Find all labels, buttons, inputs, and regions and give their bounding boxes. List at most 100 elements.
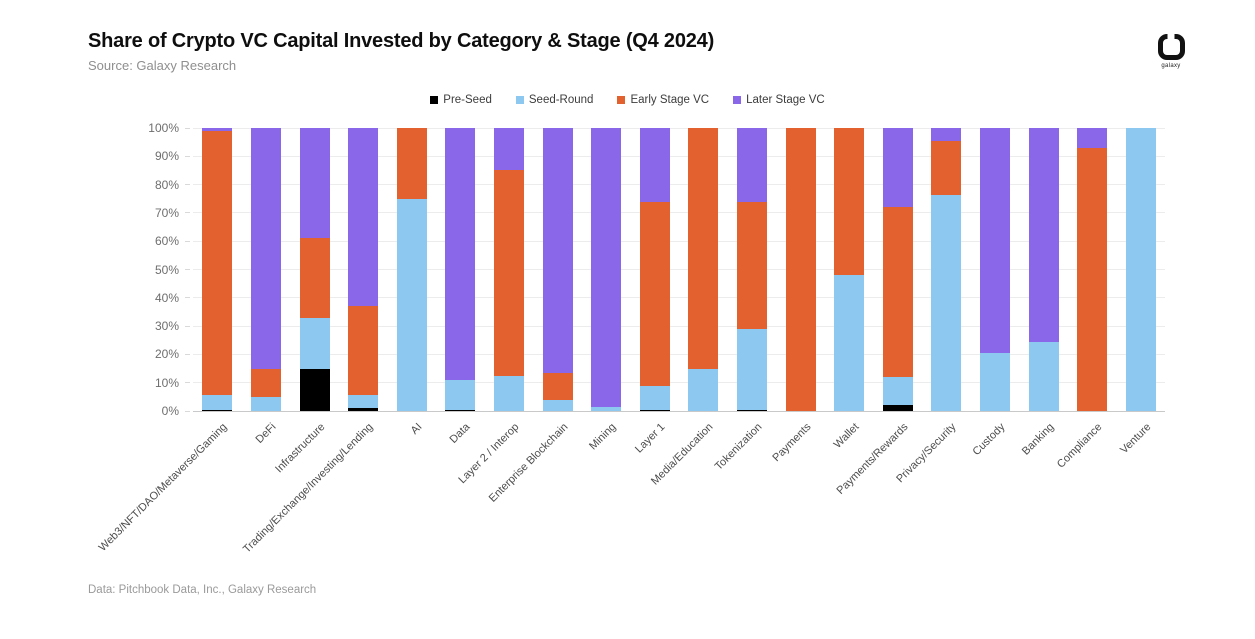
bar-segment-seed-round — [834, 275, 865, 411]
y-tick-label: 50% — [154, 262, 179, 277]
y-tick-mark — [185, 127, 190, 129]
legend-item-later-stage-vc: Later Stage VC — [733, 94, 825, 106]
y-tick-mark — [185, 410, 190, 412]
y-tick-mark — [185, 155, 190, 157]
bar-segment-later-stage-vc — [202, 128, 233, 131]
bar-segment-pre-seed — [639, 409, 670, 411]
bar-enterprise-blockchain — [542, 128, 573, 411]
legend-label: Pre-Seed — [443, 94, 492, 106]
bar-segment-early-stage-vc — [688, 128, 719, 369]
galaxy-logo: galaxy — [1152, 33, 1190, 69]
bar-segment-early-stage-vc — [785, 128, 816, 411]
bar-segment-seed-round — [299, 317, 330, 369]
bar-segment-early-stage-vc — [882, 207, 913, 378]
y-tick-label: 10% — [154, 375, 179, 390]
bar-layer-2-interop — [493, 128, 524, 411]
bar-segment-seed-round — [396, 198, 427, 411]
y-tick-mark — [185, 353, 190, 355]
bar-segment-early-stage-vc — [931, 140, 962, 195]
bar-mining — [591, 128, 622, 411]
gridline — [193, 212, 1165, 214]
bar-segment-later-stage-vc — [250, 128, 281, 369]
bar-media-education — [688, 128, 719, 411]
bar-segment-later-stage-vc — [979, 128, 1010, 353]
bar-wallet — [834, 128, 865, 411]
y-tick-label: 70% — [154, 205, 179, 220]
bar-segment-later-stage-vc — [736, 128, 767, 202]
bar-segment-pre-seed — [882, 405, 913, 411]
y-tick-mark — [185, 212, 190, 214]
bar-segment-early-stage-vc — [736, 201, 767, 329]
bar-segment-later-stage-vc — [1028, 128, 1059, 342]
bar-segment-early-stage-vc — [348, 306, 379, 396]
stacked-bar-chart: 0% 10% 20% 30% 40% 50% 60% 70% 80% 90% 100% Web3/NF… — [97, 121, 1165, 555]
bar-banking — [1028, 128, 1059, 411]
legend-item-early-stage-vc: Early Stage VC — [617, 94, 709, 106]
bar-segment-seed-round — [979, 353, 1010, 411]
legend-swatch-icon — [733, 96, 742, 104]
bar-segment-later-stage-vc — [639, 128, 670, 202]
galaxy-logo-label: galaxy — [1161, 63, 1181, 69]
bar-segment-pre-seed — [445, 409, 476, 411]
y-tick-label: 100% — [148, 121, 179, 135]
bar-data — [445, 128, 476, 411]
bar-segment-later-stage-vc — [348, 128, 379, 307]
gridline — [193, 240, 1165, 242]
y-tick-mark — [185, 184, 190, 186]
y-tick-mark — [185, 325, 190, 327]
bar-segment-seed-round — [1028, 341, 1059, 411]
bar-segment-later-stage-vc — [542, 128, 573, 373]
y-tick-label: 0% — [161, 404, 179, 418]
bar-payments-rewards — [882, 128, 913, 411]
bar-segment-seed-round — [1125, 128, 1156, 411]
data-attribution: Data: Pitchbook Data, Inc., Galaxy Resea… — [88, 584, 317, 596]
bar-segment-early-stage-vc — [493, 170, 524, 376]
bar-segment-pre-seed — [736, 409, 767, 411]
gridline — [193, 127, 1165, 129]
x-axis-label: Web3/NFT/DAO/Metaverse/Gaming — [96, 421, 230, 554]
bar-segment-early-stage-vc — [202, 130, 233, 396]
source-caption: Source: Galaxy Research — [88, 58, 237, 73]
legend-label: Later Stage VC — [746, 94, 825, 106]
bar-segment-later-stage-vc — [882, 128, 913, 208]
bar-tokenization — [736, 128, 767, 411]
bar-compliance — [1077, 128, 1108, 411]
bar-segment-early-stage-vc — [542, 372, 573, 400]
chart-legend: Pre-Seed Seed-Round Early Stage VC Later St… — [0, 94, 1255, 106]
bar-segment-later-stage-vc — [1077, 128, 1108, 148]
galaxy-logo-icon — [1157, 33, 1185, 60]
bar-infrastructure — [299, 128, 330, 411]
bar-segment-seed-round — [348, 395, 379, 409]
bar-segment-early-stage-vc — [639, 201, 670, 386]
bar-segment-later-stage-vc — [931, 128, 962, 141]
galaxy-logo-notch — [1167, 33, 1175, 40]
gridline — [193, 353, 1165, 355]
x-axis-baseline — [193, 411, 1165, 412]
bar-segment-pre-seed — [202, 409, 233, 411]
legend-label: Early Stage VC — [630, 94, 710, 106]
bar-ai — [396, 128, 427, 411]
legend-swatch-icon — [617, 96, 626, 104]
y-tick-label: 80% — [154, 177, 179, 192]
y-tick-mark — [185, 297, 190, 299]
y-tick-mark — [185, 240, 190, 242]
bar-venture — [1125, 128, 1156, 411]
bar-segment-early-stage-vc — [1077, 147, 1108, 411]
legend-label: Seed-Round — [528, 94, 594, 106]
gridline — [193, 155, 1165, 157]
bar-privacy-security — [931, 128, 962, 411]
y-tick-label: 90% — [154, 149, 179, 164]
bar-segment-seed-round — [542, 399, 573, 411]
bar-segment-pre-seed — [348, 408, 379, 411]
bar-segment-pre-seed — [299, 368, 330, 411]
legend-item-seed-round: Seed-Round — [515, 94, 594, 106]
page-title: Share of Crypto VC Capital Invested by C… — [88, 30, 715, 52]
y-tick-mark — [185, 382, 190, 384]
y-tick-label: 30% — [154, 319, 179, 334]
bar-segment-seed-round — [882, 377, 913, 406]
y-tick-label: 20% — [154, 347, 179, 362]
bar-segment-early-stage-vc — [250, 368, 281, 397]
gridline — [193, 382, 1165, 384]
y-tick-mark — [185, 269, 190, 270]
